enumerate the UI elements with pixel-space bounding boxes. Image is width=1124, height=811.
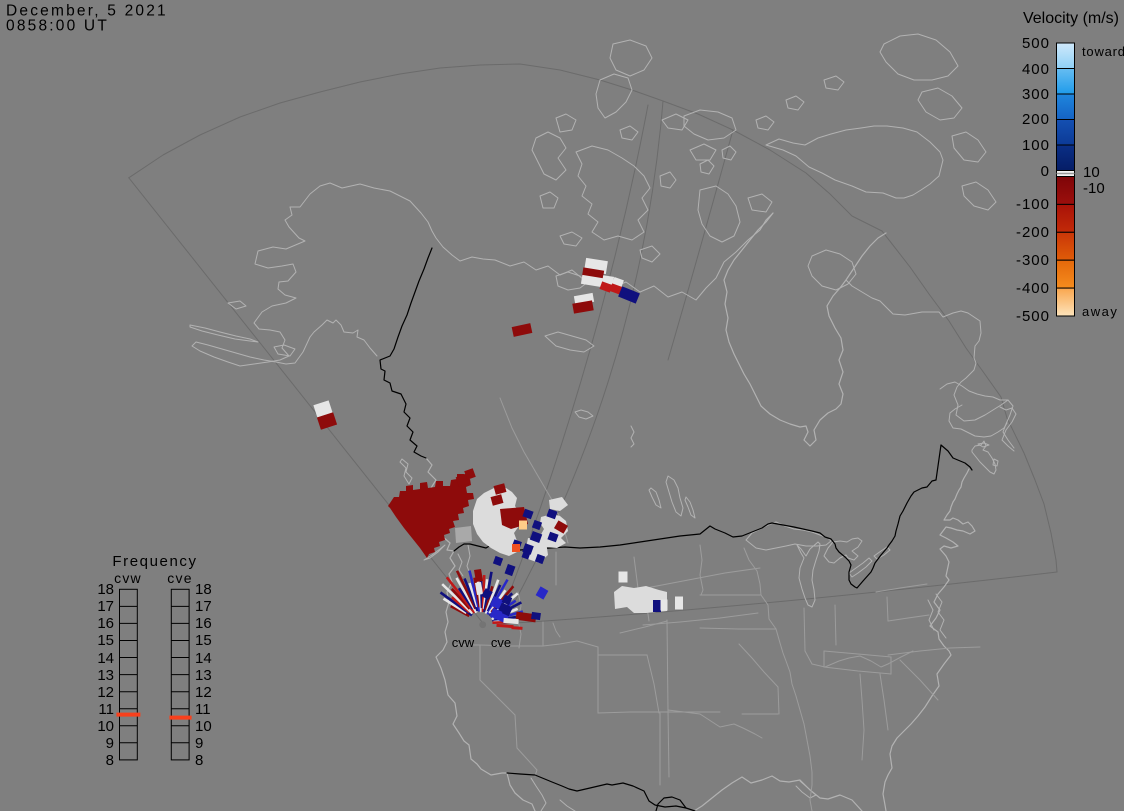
svg-text:cve: cve [167, 570, 192, 586]
svg-text:Velocity (m/s): Velocity (m/s) [1023, 10, 1119, 27]
svg-text:9: 9 [195, 735, 203, 752]
svg-text:cvw: cvw [114, 570, 142, 586]
svg-text:17: 17 [195, 598, 212, 615]
svg-text:0858:00 UT: 0858:00 UT [6, 18, 109, 35]
svg-text:100: 100 [1022, 137, 1050, 154]
svg-text:-400: -400 [1016, 280, 1050, 297]
svg-text:14: 14 [97, 650, 114, 667]
svg-text:10: 10 [97, 718, 114, 735]
svg-text:17: 17 [97, 598, 114, 615]
svg-text:9: 9 [106, 735, 114, 752]
svg-text:Frequency: Frequency [112, 553, 197, 570]
svg-text:14: 14 [195, 650, 212, 667]
svg-text:cvw: cvw [452, 635, 475, 650]
svg-text:toward: toward [1082, 44, 1124, 59]
svg-text:-10: -10 [1083, 180, 1105, 197]
svg-text:15: 15 [195, 632, 212, 649]
svg-text:13: 13 [195, 667, 212, 684]
svg-text:15: 15 [97, 632, 114, 649]
svg-text:500: 500 [1022, 35, 1050, 52]
svg-text:300: 300 [1022, 86, 1050, 103]
svg-text:18: 18 [195, 581, 212, 598]
svg-text:8: 8 [195, 752, 203, 769]
svg-text:16: 16 [97, 615, 114, 632]
svg-text:12: 12 [195, 684, 212, 701]
svg-text:-300: -300 [1016, 252, 1050, 269]
svg-text:200: 200 [1022, 111, 1050, 128]
svg-text:December, 5 2021: December, 5 2021 [6, 3, 168, 20]
svg-text:10: 10 [1083, 164, 1100, 181]
svg-text:12: 12 [97, 684, 114, 701]
svg-text:0: 0 [1041, 163, 1050, 180]
svg-text:11: 11 [98, 701, 114, 718]
svg-text:13: 13 [97, 667, 114, 684]
svg-text:away: away [1082, 304, 1118, 319]
svg-text:10: 10 [195, 718, 212, 735]
svg-text:400: 400 [1022, 61, 1050, 78]
svg-text:16: 16 [195, 615, 212, 632]
svg-text:cve: cve [491, 635, 511, 650]
svg-text:-500: -500 [1016, 308, 1050, 325]
svg-text:-100: -100 [1016, 196, 1050, 213]
svg-text:8: 8 [106, 752, 114, 769]
svg-text:18: 18 [97, 581, 114, 598]
svg-text:11: 11 [195, 701, 211, 718]
svg-text:-200: -200 [1016, 224, 1050, 241]
